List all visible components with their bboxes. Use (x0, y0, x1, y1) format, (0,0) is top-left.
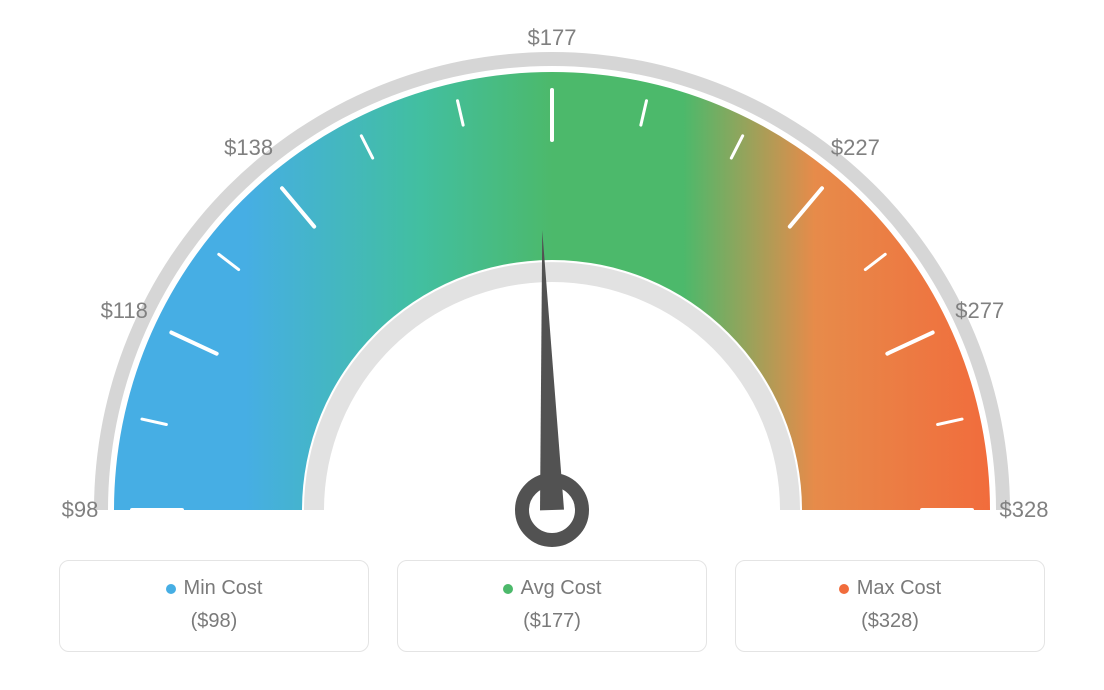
legend-value-avg: ($177) (398, 610, 706, 633)
legend-value-min: ($98) (60, 610, 368, 633)
legend-title-text-avg: Avg Cost (521, 577, 602, 599)
legend-title-text-max: Max Cost (857, 577, 941, 599)
legend-row: Min Cost ($98) Avg Cost ($177) Max Cost … (0, 560, 1104, 652)
gauge-tick-label: $118 (101, 298, 148, 324)
legend-card-min: Min Cost ($98) (59, 560, 369, 652)
legend-card-avg: Avg Cost ($177) (397, 560, 707, 652)
gauge-tick-label: $138 (224, 135, 273, 161)
legend-title-min: Min Cost (60, 577, 368, 600)
gauge-tick-label: $177 (528, 25, 577, 51)
gauge-tick-label: $328 (1000, 497, 1049, 523)
gauge-svg (0, 0, 1104, 560)
legend-card-max: Max Cost ($328) (735, 560, 1045, 652)
legend-value-max: ($328) (736, 610, 1044, 633)
gauge-tick-label: $277 (955, 298, 1004, 324)
legend-title-text-min: Min Cost (184, 577, 263, 599)
legend-dot-avg (503, 584, 513, 594)
legend-dot-max (839, 584, 849, 594)
legend-title-avg: Avg Cost (398, 577, 706, 600)
gauge-tick-label: $98 (62, 497, 99, 523)
gauge-tick-label: $227 (831, 135, 880, 161)
legend-title-max: Max Cost (736, 577, 1044, 600)
legend-dot-min (166, 584, 176, 594)
gauge-chart: $98 $118 $138 $177 $227 $277 $328 (0, 0, 1104, 560)
